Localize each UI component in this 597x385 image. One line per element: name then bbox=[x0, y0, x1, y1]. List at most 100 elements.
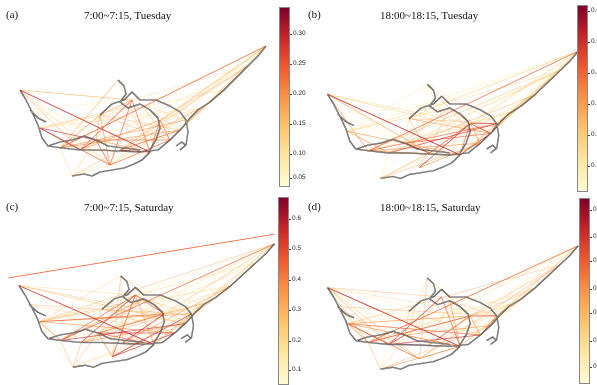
network-edge bbox=[8, 233, 275, 279]
network-edge bbox=[327, 93, 430, 154]
network-edge bbox=[19, 89, 81, 151]
network-edge bbox=[179, 45, 267, 131]
network-edge bbox=[408, 289, 499, 345]
network-edge bbox=[368, 245, 579, 343]
colorbar-tick-label: 0.5 bbox=[587, 38, 597, 46]
network-edge bbox=[355, 330, 450, 345]
network-edge bbox=[347, 107, 450, 132]
network-edge bbox=[39, 262, 256, 322]
network-edge bbox=[95, 139, 111, 166]
network-edge bbox=[327, 287, 497, 317]
panel-c: (c) 7:00~7:15, Saturday 0.6 0.5 0.4 0.3 0.2 0… bbox=[0, 192, 302, 385]
network-edge bbox=[486, 336, 497, 341]
network-edge bbox=[327, 93, 471, 124]
network-edge bbox=[404, 142, 461, 156]
colorbar-tick-label: 0.2 bbox=[589, 285, 597, 293]
network-edge bbox=[327, 287, 442, 298]
network-edge bbox=[71, 129, 181, 177]
network-edge bbox=[19, 45, 267, 153]
colorbar-tick-label: 0.2 bbox=[589, 257, 597, 265]
colorbar-tick-label: 0.3 bbox=[288, 306, 302, 313]
network-edge bbox=[72, 342, 82, 368]
network-edge bbox=[72, 323, 186, 368]
network-edge bbox=[131, 99, 141, 105]
network-edge bbox=[380, 154, 461, 179]
network-edge bbox=[19, 89, 97, 141]
network-edge bbox=[380, 152, 430, 179]
network-edge bbox=[119, 45, 267, 151]
network-edge bbox=[380, 296, 442, 370]
colorbar-tick-label: 0.3 bbox=[587, 100, 597, 108]
network-edge bbox=[59, 129, 181, 149]
network-edge bbox=[459, 133, 491, 156]
network-edge bbox=[59, 147, 73, 177]
colorbar-tick-label: 0.4 bbox=[587, 69, 597, 77]
panel-label: (b) bbox=[308, 9, 321, 21]
network-edge bbox=[71, 149, 121, 177]
network-edge bbox=[18, 285, 155, 345]
colorbar-tick-label: 0.3 bbox=[589, 233, 597, 241]
colorbar bbox=[279, 7, 290, 187]
colorbar-tick-label: 0.5 bbox=[288, 245, 302, 252]
network-edge bbox=[47, 328, 144, 343]
network-edge bbox=[72, 332, 175, 368]
colorbar-tick-label: 0.2 bbox=[587, 131, 597, 139]
network-edge bbox=[347, 84, 428, 132]
network-edge bbox=[29, 99, 133, 111]
colorbar-tick-label: 0.10 bbox=[290, 150, 306, 157]
network-edge bbox=[131, 99, 151, 153]
network-edge bbox=[347, 131, 406, 144]
network-edge bbox=[408, 95, 499, 154]
network-edge bbox=[469, 123, 481, 144]
network-edge bbox=[408, 118, 491, 134]
network-edge bbox=[117, 79, 161, 151]
network-edge bbox=[95, 139, 151, 153]
network-edge bbox=[327, 93, 461, 156]
network-edge bbox=[47, 135, 141, 151]
network-edge bbox=[131, 89, 226, 101]
network-edge bbox=[39, 321, 74, 368]
network-edge bbox=[380, 346, 461, 370]
network-edge bbox=[327, 50, 579, 156]
panel-title: 18:00~18:15, Tuesday bbox=[380, 10, 479, 22]
network-edge bbox=[143, 298, 155, 345]
network-edge bbox=[29, 109, 47, 123]
network-edge bbox=[122, 285, 233, 343]
network-edge bbox=[139, 103, 187, 121]
network-edge bbox=[408, 103, 442, 119]
network-edge bbox=[81, 243, 275, 343]
network-edge bbox=[470, 287, 537, 317]
network-edge bbox=[441, 296, 450, 302]
network-edge bbox=[122, 313, 165, 343]
network-edge bbox=[164, 243, 275, 315]
network-edge bbox=[99, 91, 189, 151]
network-edge bbox=[131, 65, 249, 101]
colorbar-tick-label: 0.3 bbox=[589, 206, 597, 214]
network-edge bbox=[159, 119, 171, 141]
network-edge bbox=[135, 294, 165, 315]
network-edge bbox=[470, 304, 512, 317]
network-edge bbox=[388, 334, 406, 345]
network-edge bbox=[337, 306, 355, 319]
network-edge bbox=[175, 141, 187, 147]
network-edge bbox=[18, 285, 165, 315]
network-edge bbox=[337, 306, 497, 317]
network-map bbox=[326, 245, 579, 370]
network-edge bbox=[143, 298, 192, 315]
network-edge bbox=[368, 107, 450, 152]
network-edge bbox=[429, 300, 451, 345]
colorbar bbox=[577, 5, 588, 192]
network-edge bbox=[179, 89, 226, 131]
network-edge bbox=[327, 287, 461, 347]
network-edge bbox=[429, 245, 579, 345]
network-edge bbox=[79, 139, 97, 151]
network-edge bbox=[29, 109, 111, 166]
network-edge bbox=[470, 111, 512, 124]
network-edge bbox=[39, 321, 175, 334]
network-edge bbox=[59, 45, 267, 149]
network-edge bbox=[368, 70, 561, 152]
network-edge bbox=[347, 315, 471, 324]
network-edge bbox=[327, 245, 579, 347]
network-edge bbox=[388, 93, 537, 154]
network-edge bbox=[159, 107, 201, 121]
